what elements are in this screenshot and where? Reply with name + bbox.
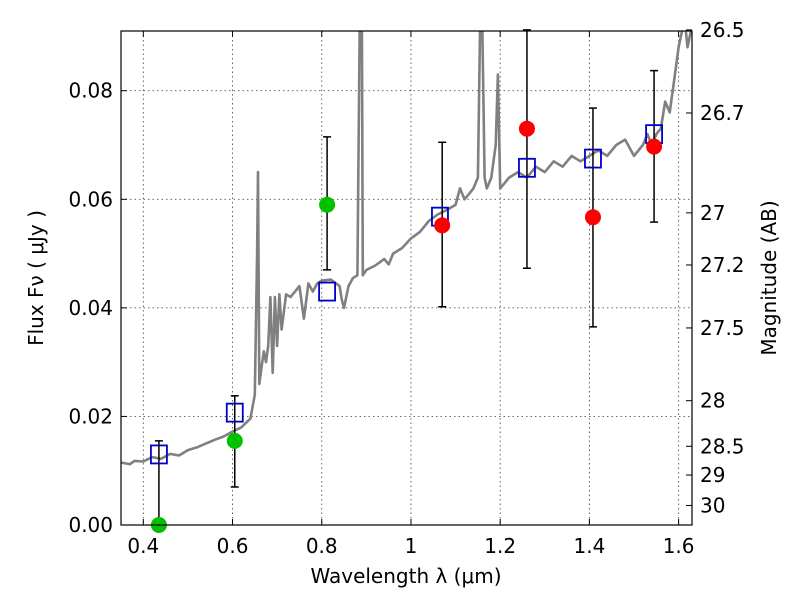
- marker-layer: [150, 120, 663, 533]
- y2-tick-label: 28.5: [700, 434, 745, 458]
- model-square-marker: [584, 148, 602, 169]
- y2-tick-label: 27: [700, 201, 725, 225]
- grid-layer: [121, 31, 692, 526]
- x-tick-label: 1.2: [484, 534, 516, 558]
- x-tick-label: 0.8: [306, 534, 338, 558]
- y-tick-label: 0.00: [68, 513, 113, 537]
- y2-tick-label: 26.5: [700, 18, 745, 42]
- y-tick-label: 0.08: [68, 79, 113, 103]
- y2-tick-label: 27.2: [700, 253, 745, 277]
- y2-tick-label: 29: [700, 463, 725, 487]
- detection-marker: [434, 217, 451, 234]
- x-tick-label: 0.6: [217, 534, 249, 558]
- detection-marker: [319, 196, 336, 213]
- plot-frame: [120, 30, 693, 526]
- y2-tick-label: 30: [700, 493, 725, 517]
- model-square-marker: [518, 157, 536, 178]
- errorbar-layer: [154, 29, 659, 526]
- y2-tick-label: 26.7: [700, 101, 745, 125]
- y2-tick-label: 28: [700, 389, 725, 413]
- x-tick-label: 0.4: [127, 534, 159, 558]
- sed-line: [121, 31, 692, 466]
- x-tick-label: 1.4: [573, 534, 605, 558]
- model-square-marker: [150, 444, 168, 465]
- model-square-marker: [318, 281, 336, 302]
- y2-axis-title: Magnitude (AB): [757, 200, 781, 355]
- model-square-marker: [225, 402, 244, 423]
- y-tick-label: 0.02: [68, 404, 113, 428]
- detection-marker: [584, 209, 601, 226]
- x-tick-label: 1.6: [663, 534, 695, 558]
- y-tick-label: 0.06: [68, 187, 113, 211]
- detection-marker: [226, 432, 243, 449]
- tick-layer: 0.4 0.6 0.8 1 1.2 1.4 1.6 0.00 0.02 0.04 0.06 0.08 2…: [68, 18, 744, 558]
- sed-layer: [121, 31, 692, 466]
- y2-tick-label: 27.5: [700, 316, 745, 340]
- detection-marker: [646, 138, 663, 155]
- y-axis-title: Flux Fν ( μJy ): [24, 210, 48, 346]
- y-tick-label: 0.04: [68, 296, 113, 320]
- x-axis-title: Wavelength λ (μm): [310, 564, 501, 588]
- detection-marker: [518, 120, 535, 137]
- x-tick-label: 1: [405, 534, 418, 558]
